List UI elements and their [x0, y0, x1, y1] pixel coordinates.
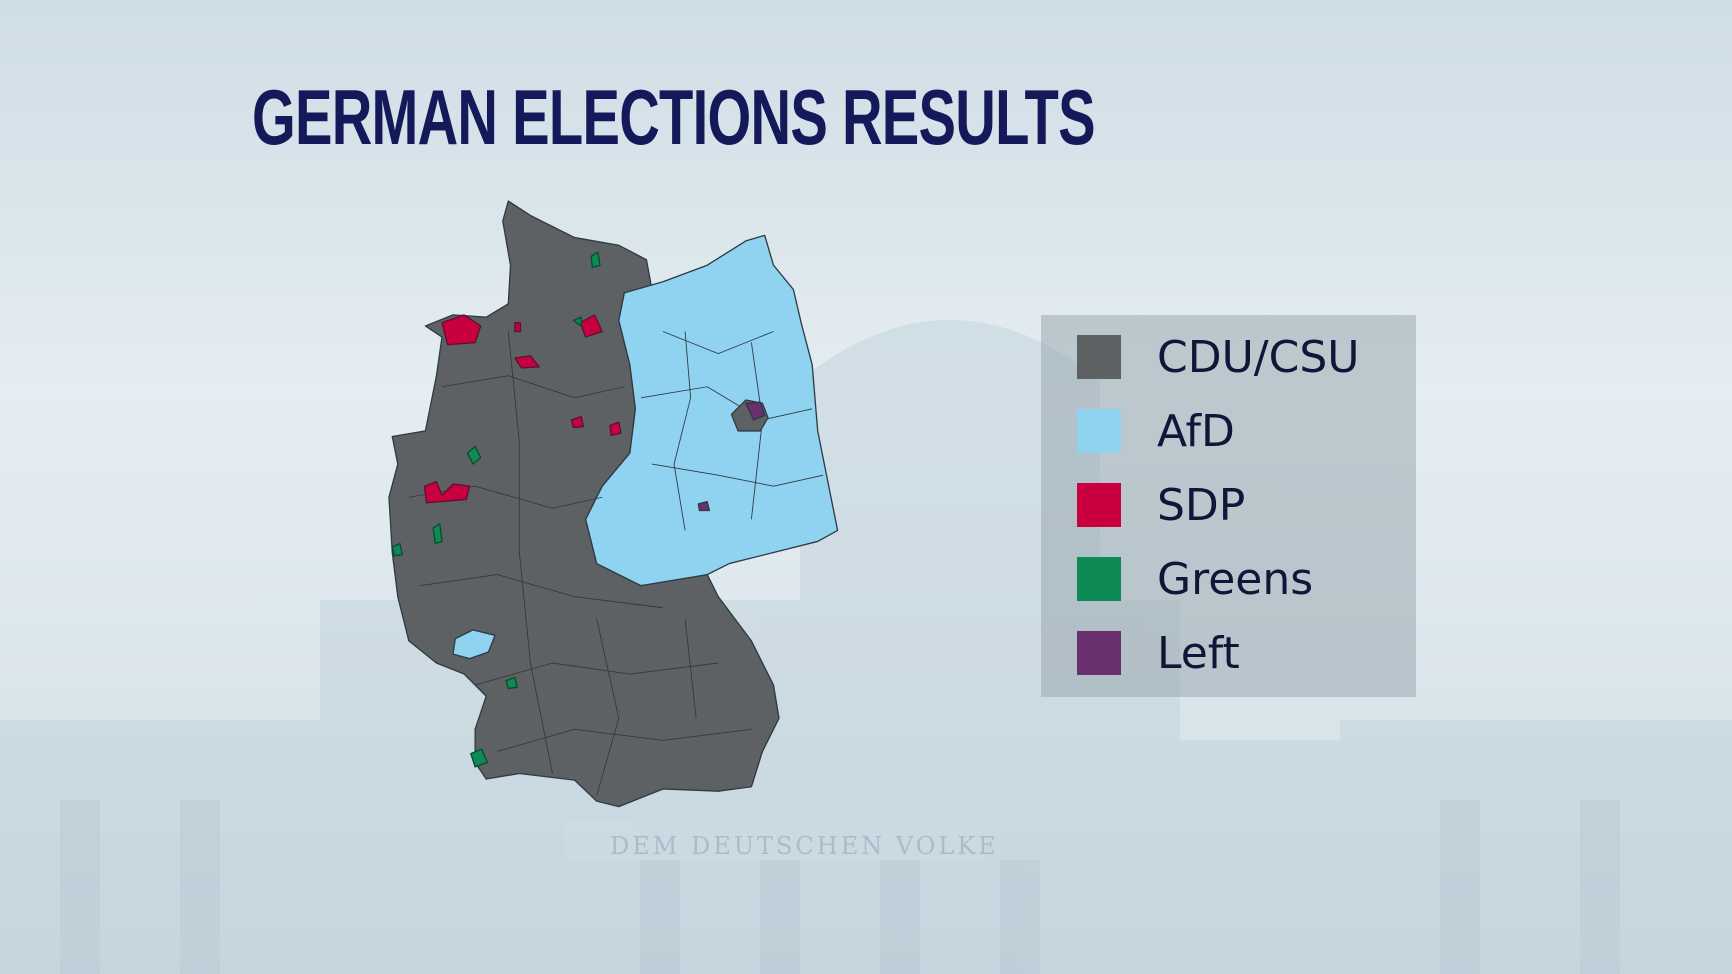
legend-item-left: Left	[1077, 627, 1240, 679]
legend-item-afd: AfD	[1077, 405, 1235, 457]
page-title: GERMAN ELECTIONS RESULTS	[252, 73, 1096, 161]
legend-label: AfD	[1157, 405, 1235, 457]
legend-swatch	[1077, 409, 1121, 453]
region-afd	[584, 234, 839, 587]
legend-item-cdu-csu: CDU/CSU	[1077, 331, 1360, 383]
background-inscription: DEM DEUTSCHEN VOLKE	[610, 832, 999, 860]
legend-swatch	[1077, 557, 1121, 601]
legend-label: Greens	[1157, 553, 1314, 605]
legend-item-greens: Greens	[1077, 553, 1314, 605]
legend-label: CDU/CSU	[1157, 331, 1360, 383]
legend-swatch	[1077, 483, 1121, 527]
legend-swatch	[1077, 631, 1121, 675]
legend-label: SDP	[1157, 479, 1246, 531]
legend-label: Left	[1157, 627, 1240, 679]
legend: CDU/CSU AfD SDP Greens Left	[1041, 315, 1416, 697]
legend-item-sdp: SDP	[1077, 479, 1246, 531]
legend-swatch	[1077, 335, 1121, 379]
